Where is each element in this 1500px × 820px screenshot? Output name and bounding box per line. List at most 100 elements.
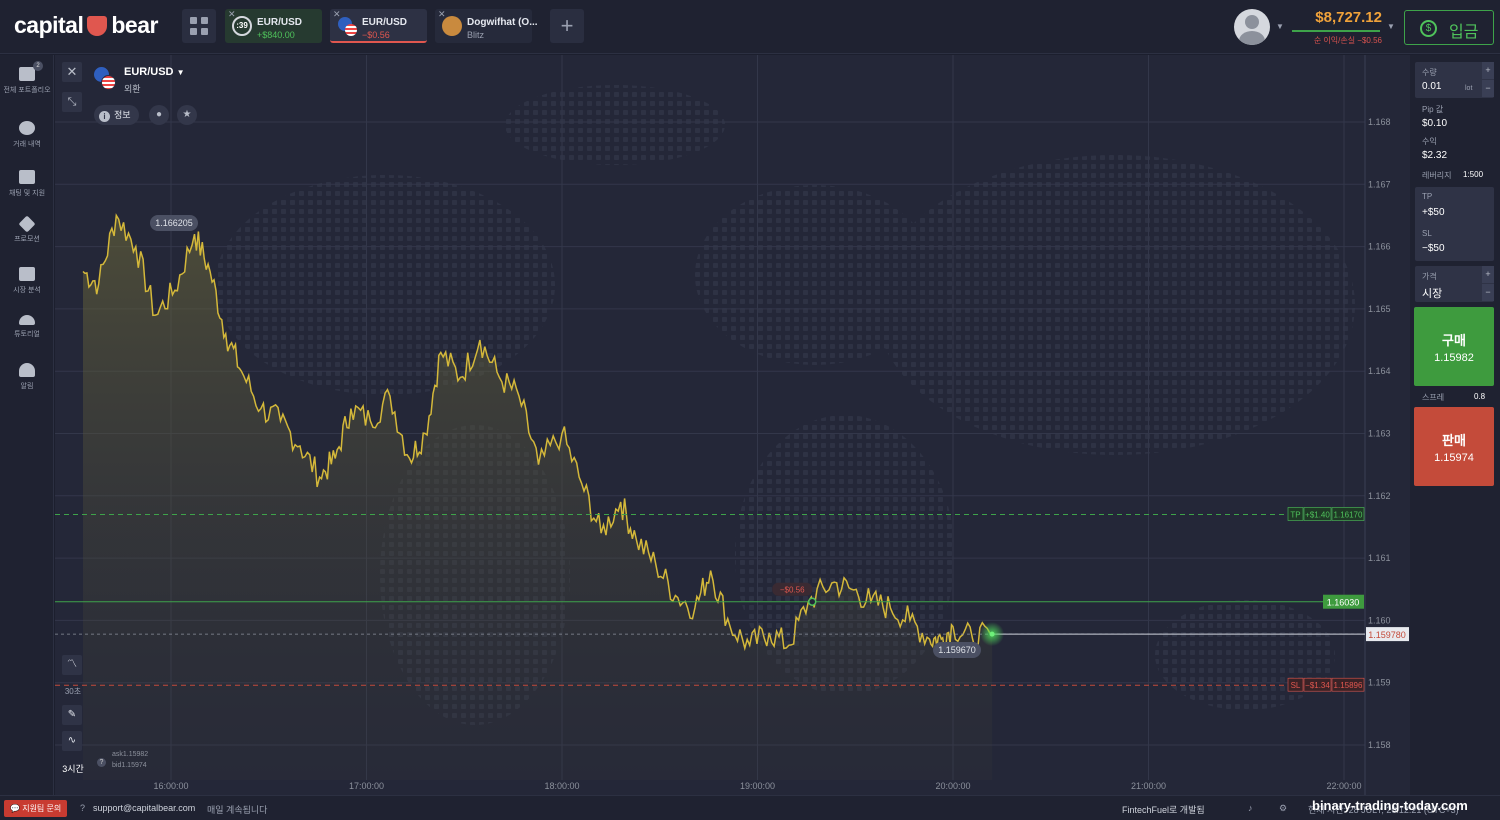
sidebar-item-analysis[interactable]: 시장 분석 (0, 267, 54, 295)
x-tick-label: 19:00:00 (740, 781, 775, 791)
badge-count: 2 (33, 61, 43, 71)
logo[interactable]: capital bear (14, 12, 158, 38)
y-tick-label: 1.168 (1368, 117, 1391, 127)
info-button[interactable]: i 정보 (94, 105, 139, 125)
price-decrease-button[interactable]: − (1482, 284, 1494, 301)
indicator-button[interactable]: ∿ (62, 731, 82, 751)
ask-price: ask1.15982 (112, 751, 149, 758)
gear-icon[interactable]: ⚙ (1279, 803, 1288, 813)
sl-tag: SL (1291, 681, 1301, 690)
sl-price-bg (1331, 677, 1365, 692)
price-type-field[interactable]: 가격 시장 (1415, 266, 1494, 302)
us-flag-icon (345, 24, 357, 36)
entry-pnl-bg (772, 582, 813, 596)
alert-bell-button[interactable]: ● (149, 105, 169, 125)
y-tick-label: 1.165 (1368, 304, 1391, 314)
favorite-button[interactable]: ★ (177, 105, 197, 125)
y-tick-label: 1.160 (1368, 615, 1391, 625)
sl-value[interactable]: −$50 (1422, 243, 1445, 254)
wave-icon: ∿ (67, 735, 77, 746)
entry-marker[interactable] (807, 597, 817, 606)
close-tab-icon[interactable]: ✕ (333, 9, 341, 19)
quantity-value[interactable]: 0.01 (1422, 81, 1442, 92)
asset-tab-2[interactable]: ✕ EUR/USD −$0.56 (330, 9, 427, 43)
tp-pnl-bg (1303, 507, 1332, 521)
line-chart-icon: 〽 (67, 659, 77, 670)
promo-icon (18, 215, 36, 233)
tp-sl-field[interactable]: TP +$50 SL −$50 (1415, 187, 1494, 261)
entry-price-bg (1323, 594, 1364, 609)
leverage-value: 1:500 (1463, 170, 1484, 179)
profit-value: $2.32 (1422, 150, 1448, 161)
info-icon: i (99, 111, 110, 122)
close-tab-icon[interactable]: ✕ (228, 9, 236, 19)
price-type-value[interactable]: 시장 (1422, 288, 1443, 300)
logo-heart-icon (87, 16, 108, 36)
quantity-decrease-button[interactable]: − (1482, 80, 1494, 97)
collapse-button[interactable]: ⤡ (62, 92, 82, 112)
spread-value: 0.8 (1474, 392, 1486, 401)
current-price-bg (1366, 627, 1409, 642)
drawing-tool-button[interactable]: ✎ (62, 705, 82, 725)
avatar[interactable] (1234, 9, 1270, 45)
chevron-down-icon[interactable]: ▼ (1387, 22, 1395, 31)
timeframe-selector[interactable]: 3시간 (62, 764, 84, 774)
help-icon: ? (80, 803, 86, 813)
clock-icon (19, 121, 35, 135)
balance[interactable]: $8,727.12 (1315, 9, 1382, 26)
asset-tab-3[interactable]: ✕ Dogwifhat (O... Blitz (435, 9, 538, 43)
analysis-icon (19, 267, 35, 281)
sound-icon[interactable]: ♪ (1248, 803, 1253, 813)
sell-button[interactable]: 판매 1.15974 (1414, 407, 1494, 486)
price-increase-button[interactable]: + (1482, 266, 1494, 283)
sl-pnl-bg (1303, 677, 1332, 692)
slogan: 매일 계속됩니다 (207, 805, 268, 815)
x-tick-label: 16:00:00 (153, 781, 188, 791)
price-chart[interactable]: 16:00:00 17:00:00 18:00:00 19:00:00 20:00:00… (55, 55, 1410, 795)
y-tick-label: 1.161 (1368, 553, 1391, 563)
y-tick-label: 1.163 (1368, 429, 1391, 439)
asset-tab-1[interactable]: ✕ :39 EUR/USD +$840.00 (225, 9, 322, 43)
y-axis: 1.168 1.167 1.166 1.165 1.164 1.163 1.162 1.161… (1368, 117, 1391, 750)
instrument-selector[interactable]: EUR/USD ▼ (124, 66, 185, 78)
buy-button[interactable]: 구매 1.15982 (1414, 307, 1494, 386)
sidebar-item-portfolio[interactable]: 2 전체 포트폴리오 (3, 61, 51, 94)
min-price-label: 1.159670 (938, 645, 976, 655)
sidebar-item-history[interactable]: 거래 내역 (0, 121, 54, 149)
tp-price-bg (1331, 507, 1365, 521)
y-tick-label: 1.167 (1368, 179, 1391, 189)
help-icon[interactable]: ? (97, 758, 106, 767)
min-price-label-bg (933, 642, 981, 658)
bid-price: bid1.15974 (112, 762, 147, 769)
support-email[interactable]: support@capitalbear.com (93, 803, 196, 813)
grid-icon (190, 17, 197, 24)
sidebar-item-chat[interactable]: 채팅 및 지원 (0, 170, 54, 198)
dollar-icon: $ (1420, 20, 1437, 37)
support-button[interactable]: 💬 지원팀 문의 (4, 800, 68, 817)
sidebar-item-promo[interactable]: 프로모션 (0, 215, 54, 244)
tp-value[interactable]: +$50 (1422, 207, 1445, 218)
top-bar: capital bear ✕ :39 EUR/USD +$840.00 ✕ EUR… (0, 0, 1500, 54)
pip-value: $0.10 (1422, 118, 1448, 129)
trade-levels: TP +$1.40 1.16170 1.16030 −$0.56 1.159780 SL −$… (55, 215, 1409, 692)
powered-by[interactable]: FintechFuel로 개발됨 (1122, 805, 1205, 815)
watermark: binary-trading-today.com (1312, 798, 1468, 813)
interval-label[interactable]: 30초 (64, 687, 82, 696)
chart-area[interactable]: 16:00:00 17:00:00 18:00:00 19:00:00 20:00:00… (55, 55, 1410, 795)
quantity-field[interactable]: 수량 0.01 lot (1415, 62, 1494, 98)
close-chart-button[interactable]: ✕ (62, 62, 82, 82)
quantity-increase-button[interactable]: + (1482, 62, 1494, 79)
sidebar-item-alerts[interactable]: 알림 (0, 363, 54, 391)
portfolio-icon (19, 67, 35, 81)
tutorial-icon (19, 315, 35, 325)
sidebar-item-tutorial[interactable]: 튜토리얼 (0, 315, 54, 339)
chat-icon: 💬 (10, 804, 20, 813)
sell-price: 1.15974 (1434, 452, 1474, 464)
current-price: 1.159780 (1368, 630, 1406, 640)
layout-grid-button[interactable] (182, 9, 216, 43)
deposit-button[interactable]: $ 입금 (1404, 10, 1494, 45)
close-tab-icon[interactable]: ✕ (438, 9, 446, 19)
chevron-down-icon[interactable]: ▼ (1276, 22, 1284, 31)
chart-type-button[interactable]: 〽 (62, 655, 82, 675)
add-tab-button[interactable]: + (550, 9, 584, 43)
